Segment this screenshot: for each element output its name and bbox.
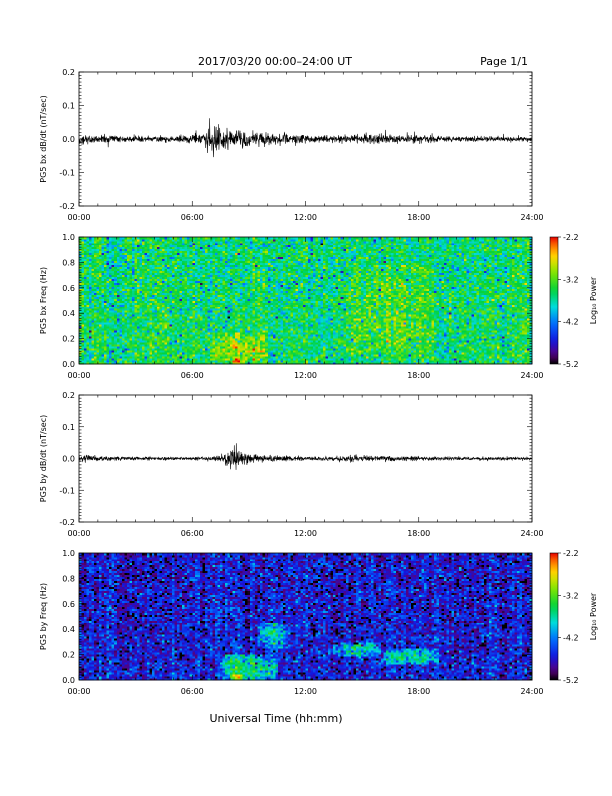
y-tick-label: 0.0	[62, 360, 75, 369]
colorbar: -2.2 -3.2 -4.2 -5.2 Log₁₀ Power	[550, 549, 598, 685]
colorbar-label: Log₁₀ Power	[589, 592, 598, 640]
x-tick-label: 06:00	[181, 213, 204, 222]
y-tick-label: 0.2	[62, 391, 75, 400]
y-tick-label: 0.4	[62, 625, 75, 634]
colorbar-scale	[550, 553, 558, 680]
dbdt-panel-3	[79, 395, 532, 522]
x-tick-label: 00:00	[67, 371, 90, 380]
colorbar-tick-label: -5.2	[563, 360, 579, 369]
page-number: Page 1/1	[480, 55, 528, 68]
y-axis-label: PG5 bx dB/dt (nT/sec)	[39, 95, 48, 182]
y-tick-label: 0.0	[62, 676, 75, 685]
x-axis-label: Universal Time (hh:mm)	[210, 712, 343, 725]
colorbar: -2.2 -3.2 -4.2 -5.2 Log₁₀ Power	[550, 233, 598, 369]
colorbar-tick-label: -5.2	[563, 676, 579, 685]
colorbar-tick-label: -2.2	[563, 549, 579, 558]
x-tick-label: 00:00	[67, 529, 90, 538]
x-tick-label: 00:00	[67, 687, 90, 696]
x-tick-label: 18:00	[407, 529, 430, 538]
dbdt-panel-1	[79, 72, 532, 206]
x-tick-label: 06:00	[181, 687, 204, 696]
y-tick-label: 0.2	[62, 651, 75, 660]
x-tick-label: 24:00	[520, 213, 543, 222]
y-tick-label: 1.0	[62, 549, 75, 558]
y-axis-label: PG5 by Freq (Hz)	[39, 583, 48, 650]
x-tick-label: 12:00	[294, 213, 317, 222]
y-tick-label: 1.0	[62, 233, 75, 242]
spectrogram-panel-2	[79, 237, 532, 364]
colorbar-tick-label: -4.2	[563, 634, 579, 643]
y-tick-label: 0.1	[62, 102, 75, 111]
x-tick-label: 12:00	[294, 371, 317, 380]
y-tick-label: 0.2	[62, 335, 75, 344]
y-tick-label: 0.6	[62, 600, 75, 609]
x-tick-label: 06:00	[181, 529, 204, 538]
x-tick-label: 24:00	[520, 371, 543, 380]
x-tick-label: 18:00	[407, 213, 430, 222]
y-tick-label: -0.1	[59, 169, 75, 178]
colorbar-tick-label: -4.2	[563, 318, 579, 327]
x-tick-label: 12:00	[294, 529, 317, 538]
colorbar-tick-label: -3.2	[563, 591, 579, 600]
x-tick-label: 24:00	[520, 529, 543, 538]
spectrogram-panel-4	[79, 553, 532, 680]
y-tick-label: 0.6	[62, 284, 75, 293]
y-tick-label: 0.1	[62, 423, 75, 432]
y-tick-label: 0.4	[62, 309, 75, 318]
y-tick-label: -0.2	[59, 518, 75, 527]
colorbar-tick-label: -3.2	[563, 275, 579, 284]
x-tick-label: 12:00	[294, 687, 317, 696]
y-axis-label: PG5 bx Freq (Hz)	[39, 267, 48, 334]
y-tick-label: -0.1	[59, 486, 75, 495]
x-tick-label: 06:00	[181, 371, 204, 380]
figure-title: 2017/03/20 00:00–24:00 UT	[198, 55, 352, 68]
colorbar-tick-label: -2.2	[563, 233, 579, 242]
y-tick-label: -0.2	[59, 202, 75, 211]
panels: PG5 bx dB/dt (nT/sec) 0.2 0.1 0.0 -0.1 -0.2 00…	[39, 68, 598, 696]
y-axis-label: PG5 by dB/dt (nT/sec)	[39, 415, 48, 502]
y-tick-label: 0.2	[62, 68, 75, 77]
colorbar-scale	[550, 237, 558, 364]
y-tick-label: 0.8	[62, 574, 75, 583]
spectrogram-cells	[79, 237, 532, 364]
x-tick-label: 00:00	[67, 213, 90, 222]
y-tick-label: 0.8	[62, 258, 75, 267]
y-tick-label: 0.0	[62, 135, 75, 144]
colorbar-label: Log₁₀ Power	[589, 276, 598, 324]
y-tick-label: 0.0	[62, 455, 75, 464]
x-tick-label: 18:00	[407, 687, 430, 696]
spectrogram-cells	[79, 553, 532, 680]
x-tick-label: 18:00	[407, 371, 430, 380]
x-tick-label: 24:00	[520, 687, 543, 696]
